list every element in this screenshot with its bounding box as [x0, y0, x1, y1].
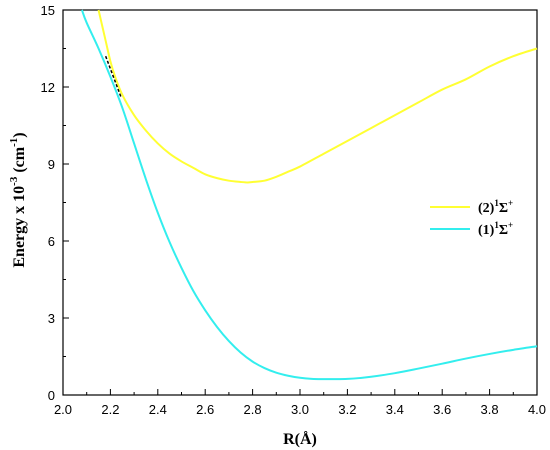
legend-label: (1)1Σ+ — [478, 220, 513, 238]
x-tick-label: 2.2 — [101, 402, 119, 417]
x-tick-label: 4.0 — [528, 402, 546, 417]
y-axis-title-unit-exponent: -1 — [8, 138, 20, 147]
y-tick-label: 15 — [41, 3, 55, 18]
crossing-marker — [104, 55, 122, 98]
y-tick-label: 12 — [41, 80, 55, 95]
legend: (2)1Σ+ (1)1Σ+ — [430, 198, 513, 238]
curves — [81, 9, 538, 381]
y-axis-title-unit: (cm — [11, 146, 28, 172]
ticks: 2.0 2.2 2.4 2.6 2.8 3.0 3.2 3.4 3.6 3.8 4.0 0 3 6 9 12 1… — [41, 3, 547, 417]
x-tick-label: 3.4 — [386, 402, 404, 417]
y-tick-label: 9 — [48, 157, 55, 172]
x-tick-label: 3.0 — [291, 402, 309, 417]
y-tick-label: 0 — [48, 388, 55, 403]
x-tick-label: 3.2 — [338, 402, 356, 417]
y-tick-label: 3 — [48, 311, 55, 326]
x-tick-label: 3.8 — [481, 402, 499, 417]
y-axis-title: Energy x 10-3 (cm-1) — [8, 132, 28, 267]
y-axis-title-close: ) — [11, 132, 28, 137]
x-tick-label: 3.6 — [433, 402, 451, 417]
curve-1-sigma — [81, 9, 538, 381]
plot-frame — [62, 9, 538, 396]
x-axis-title: R(Å) — [283, 430, 317, 448]
legend-label: (2)1Σ+ — [478, 198, 513, 216]
axes — [62, 9, 538, 396]
x-tick-label: 2.6 — [196, 402, 214, 417]
x-tick-label: 2.8 — [244, 402, 262, 417]
y-tick-label: 6 — [48, 234, 55, 249]
x-tick-label: 2.0 — [54, 402, 72, 417]
y-axis-title-main: Energy x 10 — [11, 186, 28, 268]
x-tick-label: 2.4 — [149, 402, 167, 417]
curve-2-sigma — [97, 9, 538, 184]
y-axis-title-exponent: -3 — [8, 176, 20, 186]
